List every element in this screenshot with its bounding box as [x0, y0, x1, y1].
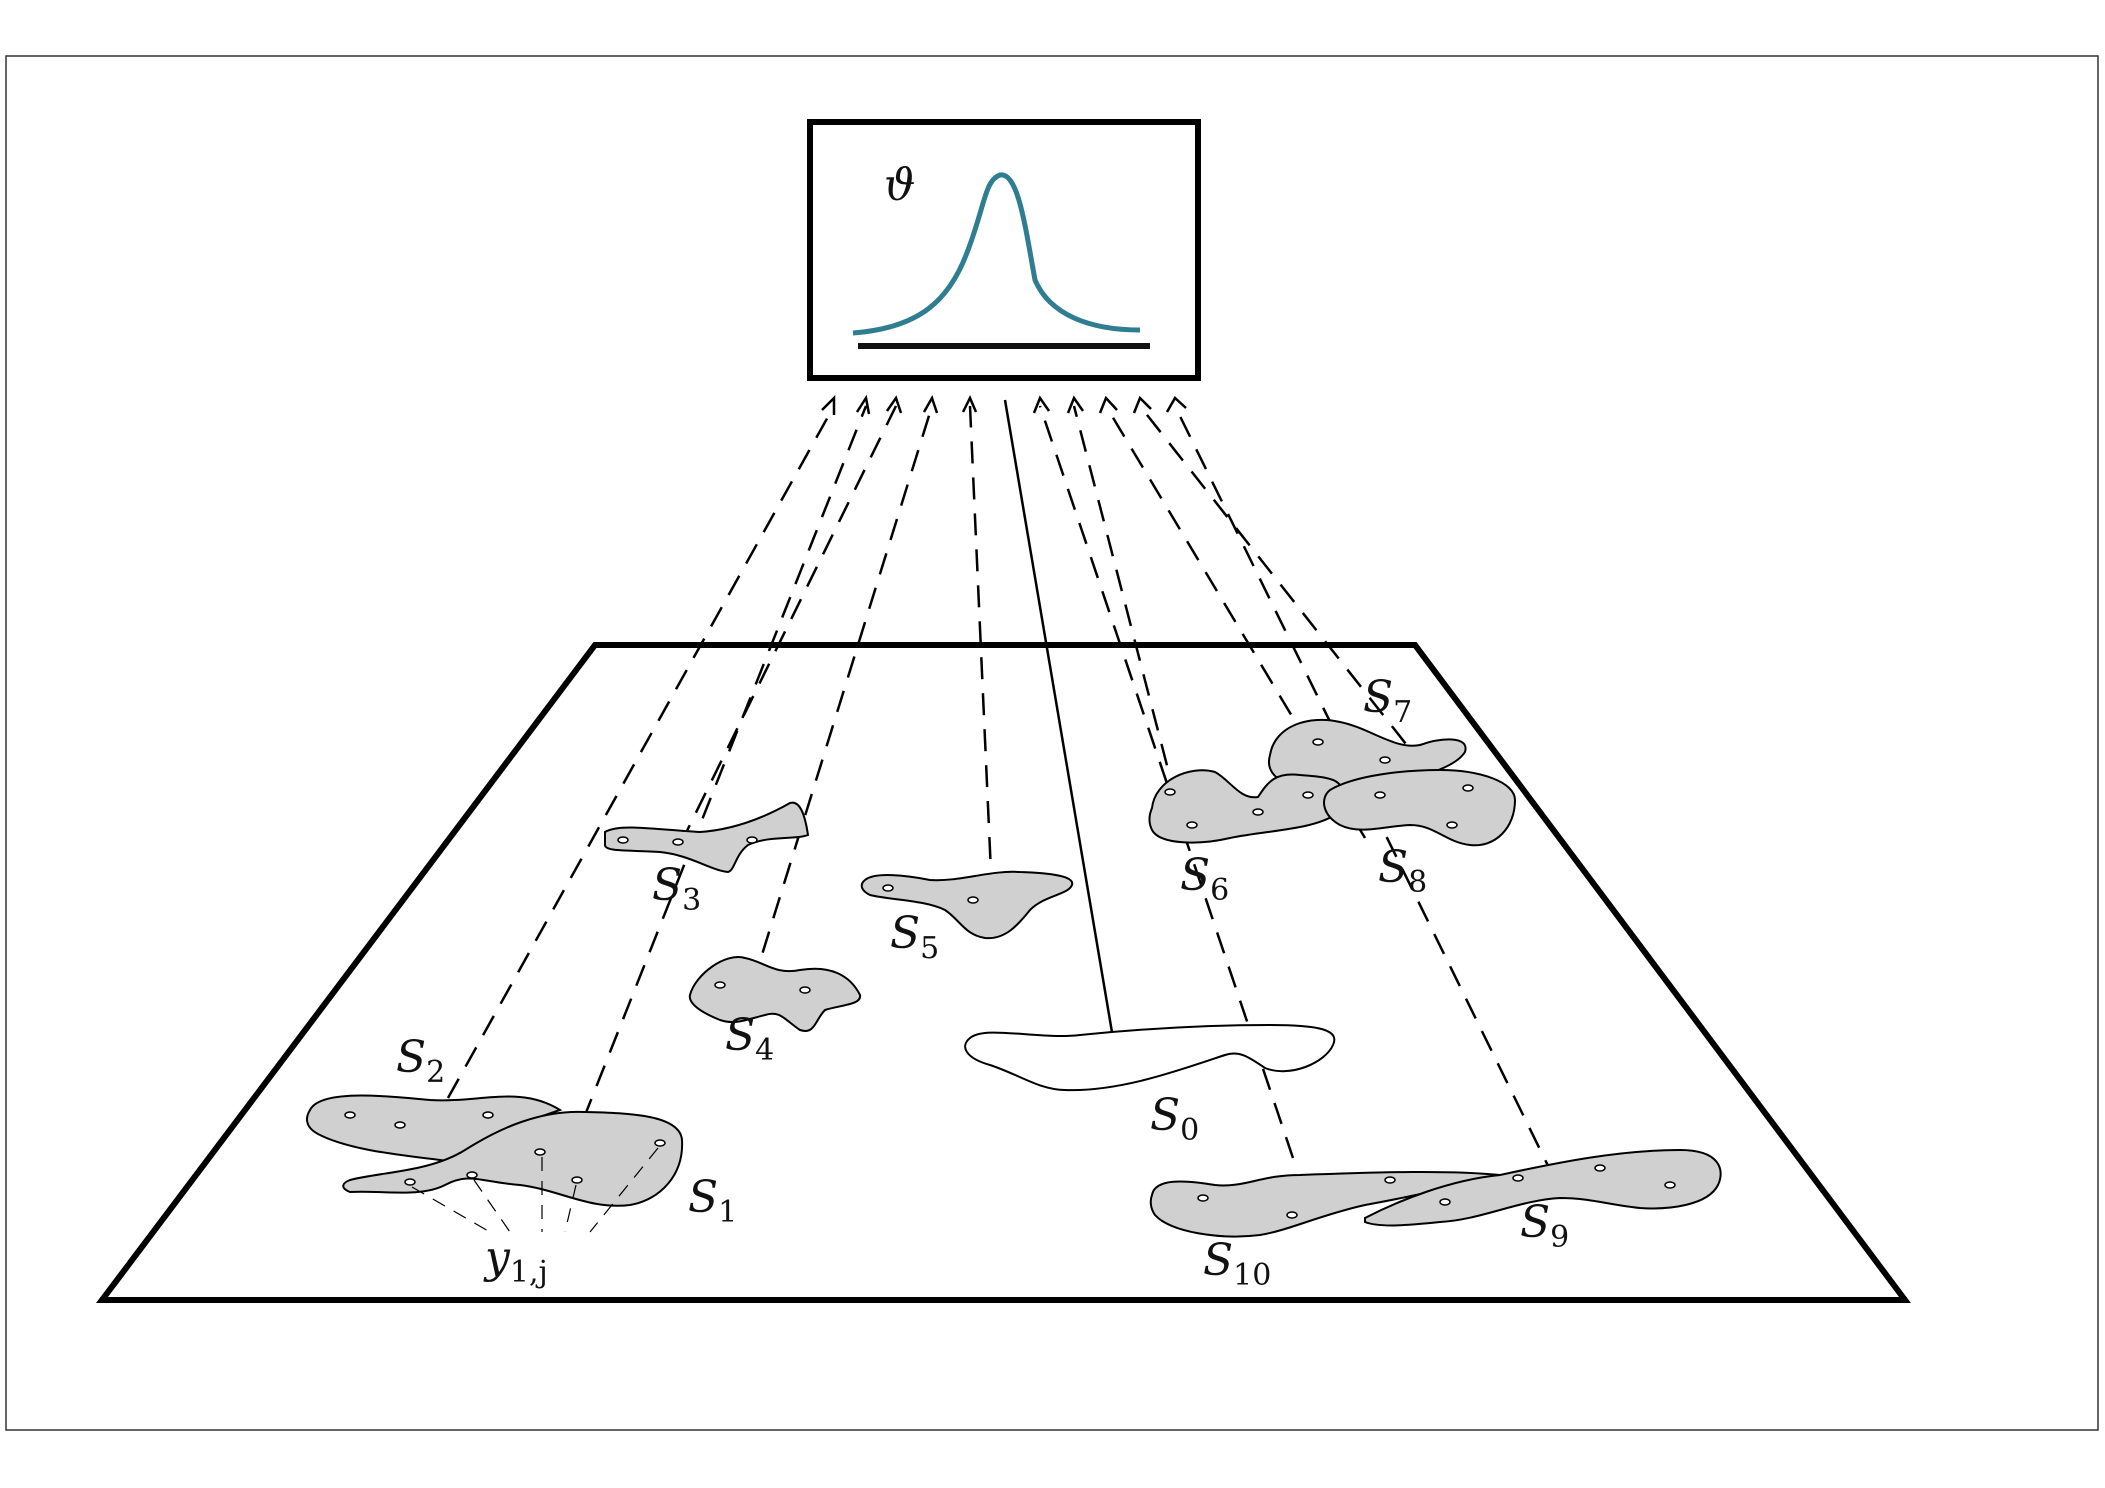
observations-s4	[714, 981, 811, 994]
region-s4	[688, 956, 862, 1032]
region-s3	[604, 801, 810, 874]
dashed-line-s6	[1072, 405, 1187, 836]
region-labels: S0 S1 S2 S3 S4 S5 S6 S7 S8 S9 S10 y1,j	[396, 672, 1569, 1293]
arrow-heads	[821, 394, 1187, 415]
dashed-line-s7	[1139, 405, 1451, 801]
region-s0	[964, 1023, 1336, 1092]
observations-s1	[404, 1139, 666, 1186]
label-s7: S7	[1363, 672, 1412, 730]
label-s4: S4	[725, 1010, 774, 1068]
region-s1	[342, 1110, 684, 1207]
dashed-line-s4	[750, 405, 934, 988]
label-s9: S9	[1520, 1197, 1569, 1255]
observations-s9-s10	[1197, 1164, 1676, 1219]
region-s5	[860, 870, 1074, 940]
outer-frame	[5, 55, 2099, 1431]
observations-s3	[617, 836, 758, 846]
parameter-box	[807, 119, 1201, 381]
label-observation: y1,j	[483, 1232, 548, 1290]
dashed-line-s5	[968, 405, 994, 896]
dashed-line-s2	[446, 405, 836, 1099]
label-s10: S10	[1203, 1235, 1271, 1293]
prediction-arrow	[1003, 399, 1117, 1051]
region-s9	[1364, 1148, 1722, 1227]
observation-leader-lines	[411, 1147, 659, 1233]
label-s0: S0	[1150, 1090, 1199, 1148]
observations-s2	[344, 1111, 494, 1129]
label-s6: S6	[1180, 850, 1229, 908]
parameter-symbol: ϑ	[884, 160, 915, 211]
dashed-line-s3	[678, 405, 898, 846]
posterior-density-curve	[852, 172, 1141, 336]
label-s3: S3	[652, 860, 701, 918]
observations-s5	[882, 884, 979, 904]
label-s2: S2	[396, 1032, 445, 1090]
observations-s6-s7-s8	[1164, 738, 1474, 829]
label-s1: S1	[688, 1172, 737, 1230]
label-s5: S5	[890, 908, 939, 966]
dashed-line-s1	[568, 405, 868, 1154]
label-s8: S8	[1378, 842, 1427, 900]
